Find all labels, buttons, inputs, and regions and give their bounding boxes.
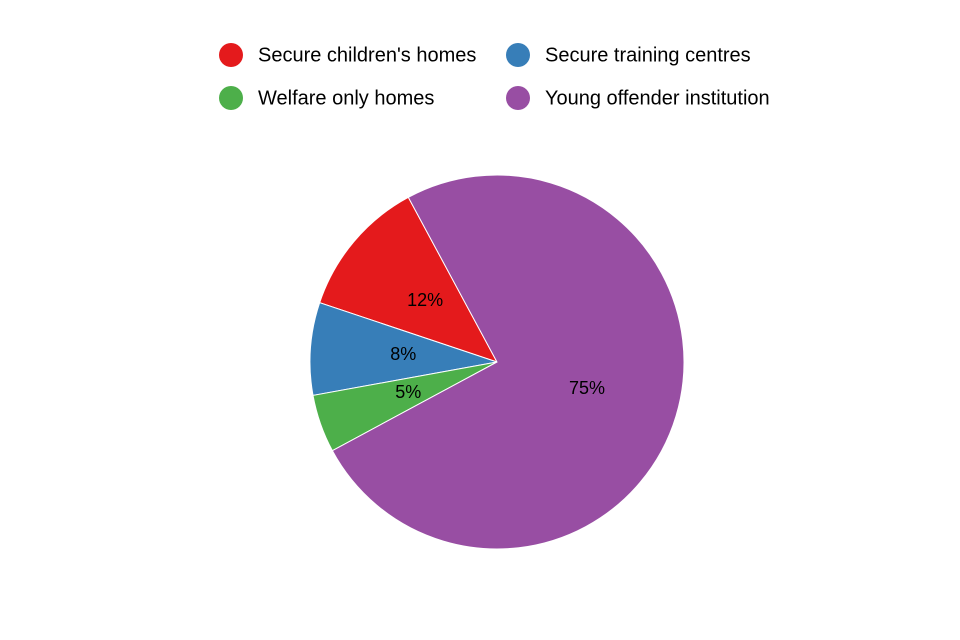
data-label: 5%: [395, 382, 421, 402]
pie-slice: [319, 196, 499, 363]
legend-swatch: [506, 43, 530, 67]
legend-swatch: [219, 86, 243, 110]
data-label: 8%: [390, 344, 416, 364]
pie-slice: [309, 302, 498, 397]
data-label: 75%: [569, 378, 605, 398]
legend-swatch: [506, 86, 530, 110]
legend-label: Secure children's homes: [258, 44, 476, 66]
legend-swatch: [219, 43, 243, 67]
legend-label: Secure training centres: [545, 44, 751, 66]
legend: Secure children's homes Secure training c…: [219, 43, 770, 110]
legend-label: Young offender institution: [545, 87, 770, 109]
pie-slice: [331, 174, 685, 550]
legend-label: Welfare only homes: [258, 87, 434, 109]
data-label: 12%: [407, 290, 443, 310]
